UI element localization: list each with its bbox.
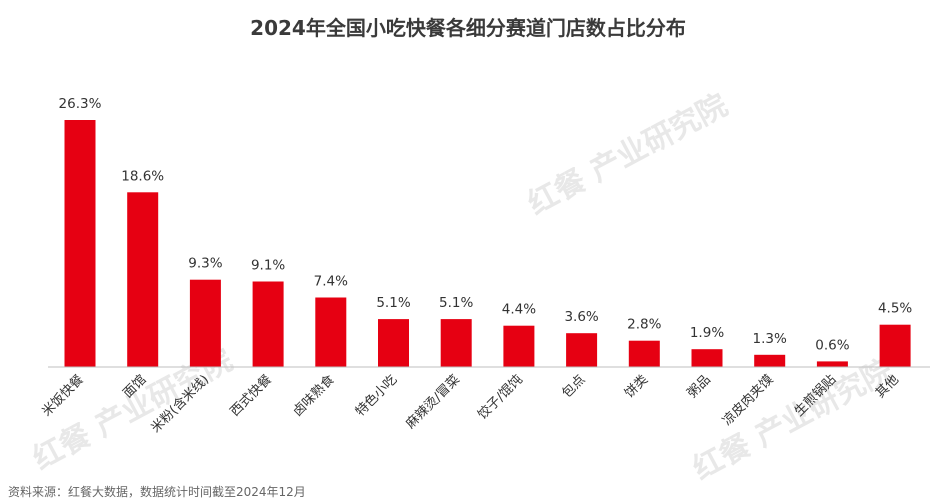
chart-title: 2024年全国小吃快餐各细分赛道门店数占比分布 [250, 16, 686, 40]
bar [378, 319, 409, 367]
bar [566, 333, 598, 367]
value-label: 9.1% [251, 258, 285, 274]
category-label: 米饭快餐 [39, 372, 87, 420]
category-label: 包点 [559, 372, 588, 401]
value-label: 5.1% [439, 295, 473, 311]
bar [816, 361, 848, 367]
value-label: 3.6% [564, 309, 598, 325]
watermark: 红餐 产业研究院 [687, 353, 898, 487]
category-label: 西式快餐 [227, 372, 275, 420]
bar [754, 354, 786, 367]
value-labels-group: 26.3% 18.6% 9.3% 9.1% 7.4% 5.1% 5.1% 4.4% 3.6% 2.… [59, 96, 913, 353]
bar [189, 279, 221, 367]
bars-group [64, 120, 911, 367]
bar [315, 297, 347, 367]
value-label: 9.3% [188, 256, 222, 272]
value-label: 26.3% [59, 96, 102, 112]
bar [127, 192, 159, 367]
value-label: 2.8% [627, 317, 661, 333]
value-label: 4.5% [878, 301, 912, 317]
source-note: 资料来源：红餐大数据，数据统计时间截至2024年12月 [8, 484, 306, 499]
category-label: 饼类 [622, 372, 651, 401]
watermark: 红餐 产业研究院 [522, 88, 733, 222]
bar [440, 319, 472, 367]
value-label: 1.3% [753, 331, 787, 347]
category-label: 特色小吃 [352, 372, 400, 420]
category-label: 麻辣烫/冒菜 [403, 372, 463, 432]
value-label: 18.6% [121, 168, 164, 184]
bar [503, 325, 535, 367]
value-label: 5.1% [376, 295, 410, 311]
category-label: 粥品 [684, 372, 714, 402]
category-label: 卤味熟食 [290, 372, 338, 420]
bar [252, 281, 284, 367]
bar [691, 349, 723, 367]
value-label: 1.9% [690, 325, 724, 341]
bar [879, 324, 911, 367]
category-label: 饺子/馄饨 [475, 372, 525, 422]
bar [628, 340, 660, 367]
value-label: 7.4% [314, 274, 348, 290]
bar [64, 120, 96, 367]
value-label: 4.4% [502, 302, 536, 318]
value-label: 0.6% [815, 337, 849, 353]
